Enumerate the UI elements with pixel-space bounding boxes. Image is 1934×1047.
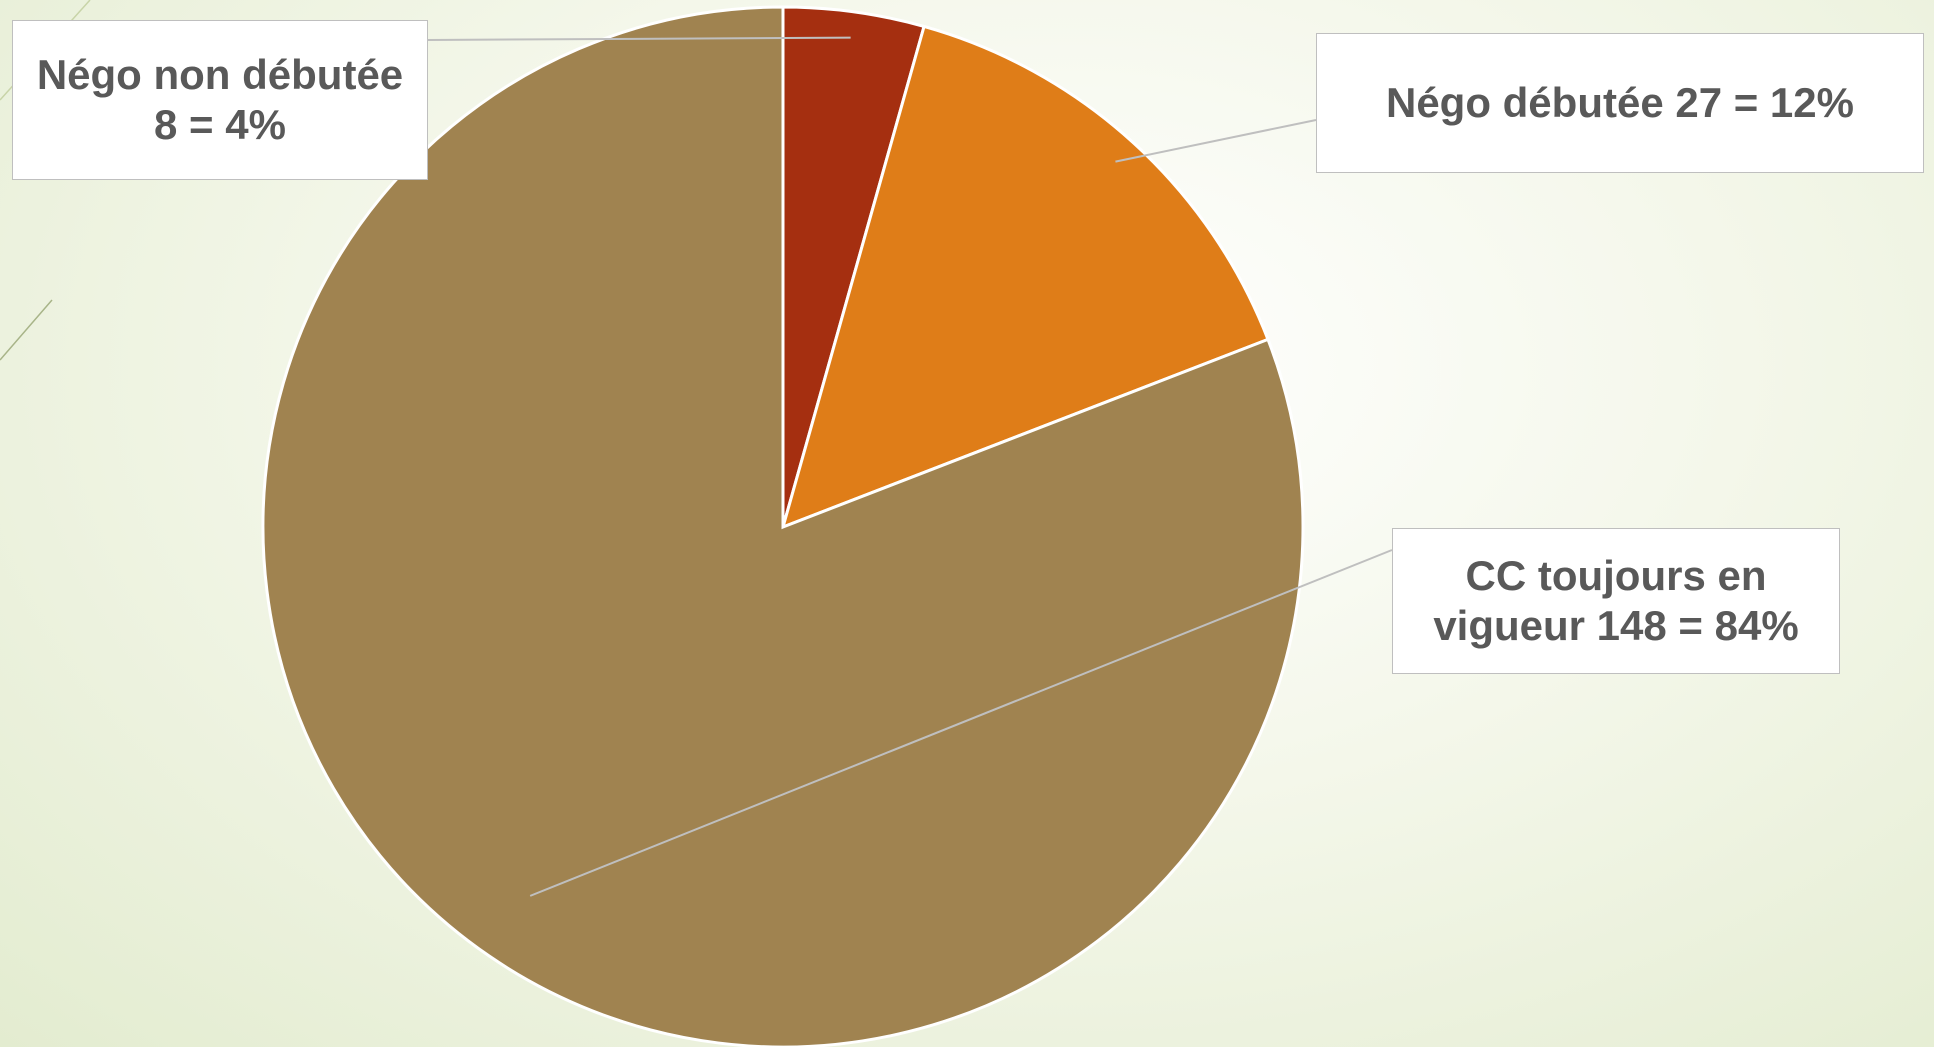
leader-line — [1115, 119, 1317, 163]
leader-line — [529, 549, 1393, 897]
data-label: CC toujours en vigueur 148 = 84% — [1392, 528, 1840, 674]
pie-slice — [780, 24, 1270, 530]
data-label: Négo débutée 27 = 12% — [1316, 33, 1924, 173]
decor-line — [0, 299, 53, 361]
leader-line — [427, 36, 851, 41]
data-label: Négo non débutée 8 = 4% — [12, 20, 428, 180]
